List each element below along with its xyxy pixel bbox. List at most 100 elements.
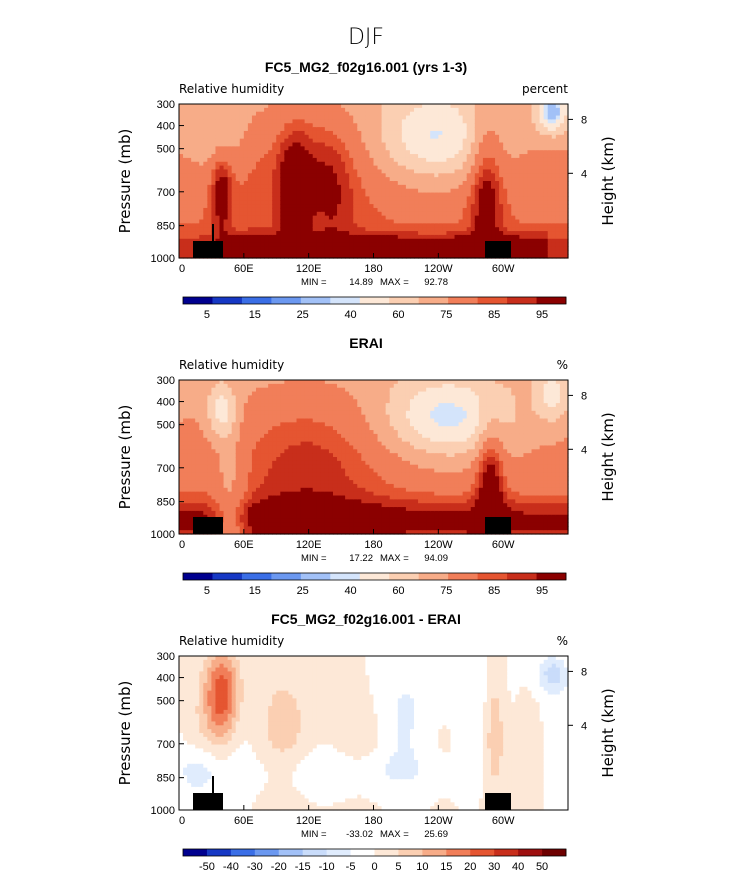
colorbar-swatch — [470, 849, 495, 856]
colorbar-swatch — [330, 297, 361, 304]
colorbar-swatch — [302, 849, 328, 856]
y-right-tick-label: 8 — [581, 114, 587, 126]
x-tick-label: 180 — [364, 263, 382, 275]
y-tick-label: 1000 — [151, 253, 175, 265]
y-right-axis-label: Height (km) — [599, 412, 617, 501]
y-right-tick-label: 8 — [581, 666, 587, 678]
stats-max-value: 92.78 — [424, 277, 448, 288]
chart-title: FC5_MG2_f02g16.001 - ERAI — [271, 611, 461, 627]
colorbar-label: 5 — [395, 861, 401, 872]
colorbar-swatch — [300, 297, 331, 304]
chart-field-label: Relative humidity — [179, 82, 284, 96]
y-axis-label: Pressure (mb) — [116, 405, 134, 510]
colorbar: 5 15 25 40 60 75 85 95 — [182, 296, 567, 321]
x-tick-label: 0 — [179, 263, 185, 275]
x-tick-label: 120W — [424, 263, 453, 275]
colorbar-swatch — [300, 573, 331, 580]
colorbar-swatch — [326, 849, 351, 856]
colorbar-label: 15 — [440, 861, 452, 872]
y-tick-label: 700 — [157, 463, 175, 475]
y-tick-label: 300 — [157, 375, 175, 387]
y-tick-label: 300 — [157, 99, 175, 111]
y-tick-label: 500 — [157, 420, 175, 432]
y-tick-label: 850 — [157, 497, 175, 509]
x-tick-label: 60E — [234, 815, 254, 827]
y-axis-label: Pressure (mb) — [116, 681, 134, 786]
colorbar-frame — [182, 572, 567, 581]
colorbar-swatch — [206, 849, 232, 856]
y-tick-label: 700 — [157, 187, 175, 199]
colorbar-label: -20 — [271, 861, 287, 872]
contour-field — [179, 380, 569, 535]
colorbar-swatch — [183, 849, 208, 856]
land-mask — [193, 776, 511, 810]
colorbar-swatch — [446, 849, 471, 856]
colorbar-label: 60 — [392, 585, 404, 597]
colorbar-label: 5 — [204, 309, 210, 321]
chart-panel-1: FC5_MG2_f02g16.001 (yrs 1-3) Relative hum… — [116, 59, 617, 321]
colorbar-swatch — [254, 849, 280, 856]
x-tick-label: 180 — [364, 815, 382, 827]
colorbar-swatch — [230, 849, 256, 856]
y-right-tick-label: 4 — [581, 444, 587, 456]
colorbar-frame — [182, 296, 567, 305]
colorbar-label: 40 — [512, 861, 524, 872]
colorbar-swatch — [241, 573, 272, 580]
figure-suptitle: DJF — [348, 25, 384, 50]
colorbar-swatch — [374, 849, 399, 856]
colorbar-swatch — [507, 573, 537, 580]
x-tick-label: 60E — [234, 263, 254, 275]
x-tick-label: 60E — [234, 539, 254, 551]
colorbar-label: -5 — [346, 861, 356, 872]
stats-max-value: 94.09 — [424, 553, 448, 564]
colorbar-swatch — [477, 573, 508, 580]
colorbar-swatch — [278, 849, 304, 856]
x-tick-label: 0 — [179, 815, 185, 827]
colorbar-swatch — [271, 573, 302, 580]
colorbar-label: -40 — [223, 861, 239, 872]
colorbar-swatch — [507, 297, 537, 304]
y-tick-label: 300 — [157, 651, 175, 663]
y-right-axis-label: Height (km) — [599, 136, 617, 225]
y-right-tick-label: 4 — [581, 168, 587, 180]
colorbar-label: 95 — [536, 309, 548, 321]
colorbar-swatch — [389, 297, 420, 304]
y-tick-label: 700 — [157, 739, 175, 751]
x-tick-label: 60W — [492, 263, 515, 275]
colorbar-label: 85 — [488, 585, 500, 597]
x-tick-label: 120E — [296, 263, 322, 275]
chart-title: ERAI — [349, 335, 382, 351]
colorbar-swatch — [271, 297, 302, 304]
y-tick-label: 850 — [157, 773, 175, 785]
colorbar-label: 95 — [536, 585, 548, 597]
colorbar-frame — [182, 848, 567, 857]
colorbar-label: 75 — [440, 585, 452, 597]
colorbar-swatch — [212, 297, 243, 304]
y-tick-label: 400 — [157, 397, 175, 409]
y-axis-label: Pressure (mb) — [116, 129, 134, 234]
stats-min-value: 14.89 — [349, 277, 373, 288]
stats-max-label: MAX = — [380, 277, 409, 288]
colorbar-label: 40 — [344, 585, 356, 597]
colorbar-label: 75 — [440, 309, 452, 321]
colorbar-swatch — [518, 849, 543, 856]
colorbar: -50 -40 -30 -20 -15 -10 -5 0 5 10 15 20 30 40 50 — [182, 848, 567, 872]
chart-field-label: Relative humidity — [179, 634, 284, 648]
y-tick-label: 1000 — [151, 529, 175, 541]
colorbar-swatch — [359, 573, 390, 580]
colorbar: 5 15 25 40 60 75 85 95 — [182, 572, 567, 597]
colorbar-label: 10 — [416, 861, 428, 872]
colorbar-label: -50 — [199, 861, 215, 872]
y-tick-label: 1000 — [151, 805, 175, 817]
y-tick-label: 500 — [157, 144, 175, 156]
colorbar-label: 15 — [249, 585, 261, 597]
colorbar-label: 40 — [344, 309, 356, 321]
stats-min-label: MIN = — [301, 277, 327, 288]
colorbar-swatch — [477, 297, 508, 304]
y-right-tick-label: 8 — [581, 390, 587, 402]
x-tick-label: 60W — [492, 539, 515, 551]
stats-min-label: MIN = — [301, 553, 327, 564]
x-tick-label: 120E — [296, 539, 322, 551]
colorbar-label: 25 — [297, 309, 309, 321]
colorbar-label: 20 — [464, 861, 476, 872]
